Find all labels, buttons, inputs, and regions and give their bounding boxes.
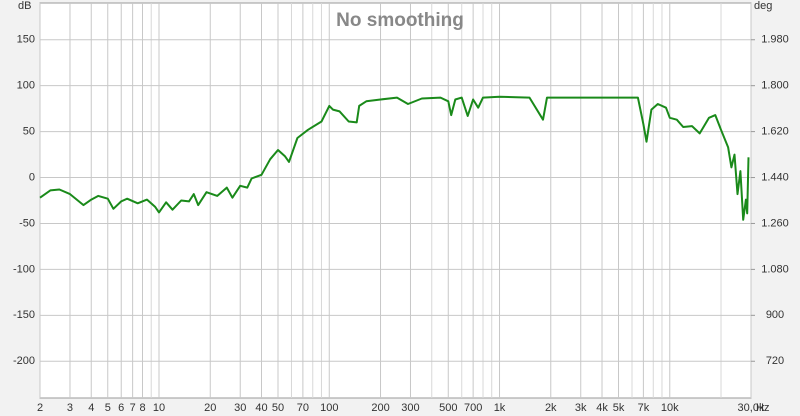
x-tick-label: 10	[153, 402, 165, 414]
y2-tick-label: 1.980	[761, 34, 789, 46]
x-tick-label: 4	[88, 402, 94, 414]
x-tick-label: 10k	[661, 402, 679, 414]
x-tick-label: 2	[37, 402, 43, 414]
x-tick-label: 4k	[596, 402, 608, 414]
y2-tick-label: 720	[766, 355, 784, 367]
x-tick-label: 5	[105, 402, 111, 414]
y-tick-label: 50	[23, 126, 35, 138]
x-tick-label: 2k	[545, 402, 557, 414]
y2-tick-label: 1.800	[761, 80, 789, 92]
y-tick-label: 0	[29, 171, 35, 183]
x-tick-label: 100	[320, 402, 338, 414]
x-tick-label: 1k	[494, 402, 506, 414]
x-tick-label: 7k	[638, 402, 650, 414]
x-tick-label: 3k	[575, 402, 587, 414]
y2-axis-label: deg	[754, 0, 772, 12]
x-tick-label: 6	[118, 402, 124, 414]
x-tick-label: 30	[234, 402, 246, 414]
x-tick-label: 30,0k	[738, 402, 765, 414]
y-tick-label: -200	[13, 355, 35, 367]
y2-tick-label: 1.260	[761, 217, 789, 229]
x-tick-label: 200	[371, 402, 389, 414]
x-tick-label: 7	[130, 402, 136, 414]
x-tick-label: 50	[272, 402, 284, 414]
x-tick-label: 8	[139, 402, 145, 414]
response-line	[39, 95, 750, 221]
y2-tick-label: 900	[766, 309, 784, 321]
y-tick-label: -150	[13, 309, 35, 321]
y-tick-label: -100	[13, 263, 35, 275]
y2-tick-label: 1.620	[761, 126, 789, 138]
y2-tick-label: 1.440	[761, 171, 789, 183]
x-tick-label: 40	[255, 402, 267, 414]
x-tick-label: 300	[401, 402, 419, 414]
x-tick-label: 70	[297, 402, 309, 414]
plot-area	[39, 2, 752, 399]
y-tick-label: 100	[17, 80, 35, 92]
y-tick-label: 150	[17, 34, 35, 46]
y-tick-label: -50	[19, 217, 35, 229]
x-tick-label: 3	[67, 402, 73, 414]
y2-tick-label: 1.080	[761, 263, 789, 275]
x-tick-label: 20	[204, 402, 216, 414]
chart-title: No smoothing	[336, 10, 464, 31]
x-tick-label: 700	[464, 402, 482, 414]
y-axis-label: dB	[18, 0, 31, 12]
x-tick-label: 5k	[613, 402, 625, 414]
x-axis-label: Hz	[756, 402, 769, 414]
x-tick-label: 500	[439, 402, 457, 414]
